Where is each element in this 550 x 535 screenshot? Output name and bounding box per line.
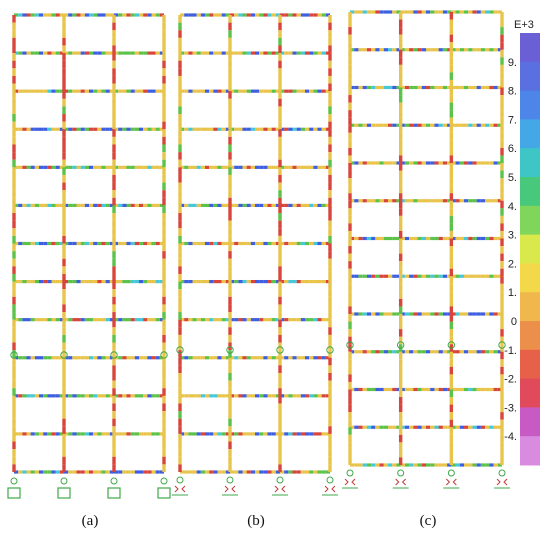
fixed-support-icon (157, 477, 171, 499)
node-marker (226, 346, 234, 354)
frame-panels (7, 10, 510, 499)
node-marker (326, 346, 334, 354)
color-scale-tick-label: 6. (508, 143, 517, 155)
frame-panel-c (342, 10, 510, 489)
panel-labels: (a) (b) (c) (82, 513, 437, 529)
color-scale: E+3 9. 8. 7. 6. 5. 4. 3. 2. 1. 0 -1. -2. -3. -4. (504, 19, 540, 466)
node-marker (447, 341, 456, 349)
color-scale-segment (520, 407, 540, 437)
color-scale-tick-label: -3. (504, 402, 517, 414)
color-scale-segment (520, 321, 540, 351)
color-scale-tick-label: 3. (508, 230, 517, 242)
color-scale-ticks: 9. 8. 7. 6. 5. 4. 3. 2. 1. 0 -1. -2. -3. -4. (504, 57, 517, 443)
panel-label-a: (a) (82, 513, 99, 529)
color-scale-tick-label: -2. (504, 374, 517, 386)
spring-support-icon (322, 476, 338, 496)
node-marker (396, 341, 405, 349)
color-scale-tick-label: -1. (504, 345, 517, 357)
color-scale-tick-label: 9. (508, 57, 517, 69)
node-marker (276, 346, 284, 354)
color-scale-segment (520, 436, 540, 466)
color-scale-segment (520, 61, 540, 92)
spring-support-icon (392, 469, 409, 489)
node-marker (498, 341, 506, 349)
node-marker (10, 351, 18, 359)
color-scale-unit: E+3 (514, 19, 534, 31)
node-marker (176, 346, 184, 354)
color-scale-bar (520, 33, 540, 466)
color-scale-segment (520, 90, 540, 120)
frame-panel-a (7, 13, 171, 499)
color-scale-segment (520, 234, 540, 264)
fixed-support-icon (107, 477, 121, 499)
spring-support-icon (342, 469, 358, 489)
spring-support-icon (272, 476, 288, 496)
spring-support-icon (172, 476, 188, 496)
color-scale-segment (520, 148, 540, 178)
panel-label-c: (c) (420, 513, 437, 529)
fixed-support-icon (7, 477, 21, 499)
color-scale-segment (520, 119, 540, 149)
spring-support-icon (443, 469, 460, 489)
color-scale-tick-label: 7. (508, 114, 517, 126)
color-scale-tick-label: 5. (508, 172, 517, 184)
color-scale-segment (520, 205, 540, 236)
color-scale-segment (520, 263, 540, 293)
color-scale-tick-label: -4. (504, 431, 517, 443)
color-scale-segment (520, 292, 540, 322)
panel-label-b: (b) (247, 513, 265, 529)
node-marker (110, 351, 118, 359)
node-marker (160, 351, 168, 359)
color-scale-tick-label: 0 (511, 316, 517, 328)
color-scale-segment (520, 349, 540, 380)
color-scale-tick-label: 1. (508, 287, 517, 299)
fixed-support-icon (57, 477, 71, 499)
color-scale-segment (520, 378, 540, 408)
spring-support-icon (494, 469, 510, 489)
color-scale-tick-label: 2. (508, 258, 517, 270)
spring-support-icon (222, 476, 238, 496)
color-scale-tick-label: 4. (508, 201, 517, 213)
color-scale-tick-label: 8. (508, 86, 517, 98)
node-marker (60, 351, 68, 359)
color-scale-segment (520, 177, 540, 207)
node-marker (346, 341, 354, 349)
color-scale-segment (520, 33, 540, 63)
frame-panel-b (172, 13, 338, 496)
